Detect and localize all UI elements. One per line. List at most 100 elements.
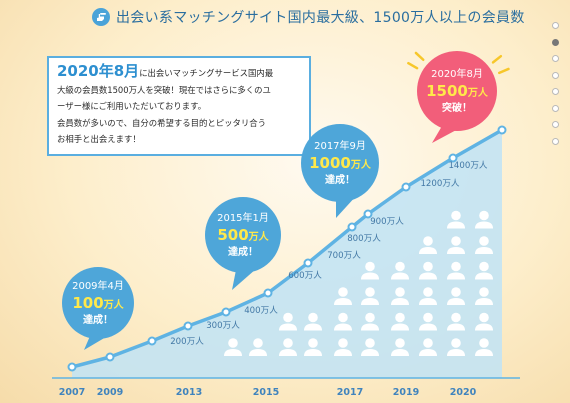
growth-area — [72, 130, 502, 378]
person-icon — [304, 349, 322, 356]
callout-bubble — [417, 51, 497, 131]
person-icon — [423, 287, 433, 297]
callout-number: 500 — [217, 226, 248, 244]
person-icon — [447, 247, 465, 254]
person-icon — [279, 323, 297, 331]
person-icon — [479, 287, 489, 297]
x-tick-label: 2017 — [337, 387, 363, 398]
callout-date: 2017年9月 — [314, 139, 366, 152]
person-icon — [451, 236, 461, 246]
person-icon — [365, 287, 375, 297]
callout-tail — [232, 269, 256, 290]
pager-dot[interactable] — [552, 22, 559, 29]
pager-dot[interactable] — [552, 121, 559, 128]
pointing-hand-icon — [92, 8, 110, 26]
slide-pagination[interactable] — [552, 22, 562, 154]
callout-value: 1500万人 — [426, 82, 489, 100]
data-point — [147, 336, 157, 346]
person-icon — [338, 287, 348, 297]
person-icon — [361, 323, 379, 331]
intro-line: お相手と出会えます！ — [57, 134, 141, 144]
sparkle-ray — [498, 67, 510, 75]
value-label: 400万人 — [244, 305, 278, 316]
person-icon — [451, 287, 461, 297]
intro-line: 2020年8月に出会いマッチングサービス国内最 — [57, 62, 274, 80]
x-tick-label: 2007 — [59, 387, 85, 398]
callout-number: 1000 — [309, 154, 351, 172]
callout-value: 500万人 — [217, 226, 269, 244]
person-icon — [228, 338, 238, 348]
callout-date: 2020年8月 — [431, 67, 483, 80]
person-icon — [308, 338, 318, 348]
person-icon — [365, 261, 375, 272]
callout-status: 達成！ — [83, 313, 113, 326]
pager-dot[interactable] — [552, 88, 559, 95]
pager-dot[interactable] — [552, 137, 559, 145]
callout-status: 突破！ — [442, 101, 472, 114]
pager-dot[interactable] — [552, 71, 559, 79]
callout-value: 1000万人 — [309, 154, 372, 172]
intro-line: 会員数が多いので、自分の希望する目的とピッタリ合う — [57, 117, 267, 128]
callout-unit: 万人 — [467, 86, 489, 99]
callout-value: 100万人 — [72, 294, 124, 312]
person-icon — [419, 323, 437, 331]
person-icon — [451, 312, 461, 323]
data-point — [347, 222, 357, 232]
person-icon — [423, 261, 433, 272]
pager-dot[interactable] — [552, 104, 559, 112]
intro-line: 大級の会員数1500万人を突破！現在ではさらに多くのユ — [57, 84, 271, 95]
x-tick-label: 2020 — [450, 387, 477, 398]
data-point — [303, 258, 313, 268]
x-tick-label: 2015 — [253, 387, 279, 398]
person-icon — [334, 298, 352, 305]
header: 出会い系マッチングサイト国内最大級、1500万人以上の会員数 — [92, 6, 525, 28]
sparkle-ray — [414, 51, 425, 61]
intro-line: ーザー様にご利用いただいております。 — [57, 101, 207, 111]
person-icon — [395, 312, 405, 323]
person-icon — [451, 210, 461, 221]
person-icon — [475, 221, 493, 229]
person-icon — [451, 261, 461, 272]
person-icon — [391, 323, 409, 331]
person-icon — [283, 338, 293, 348]
person-icon — [224, 349, 242, 356]
value-label: 700万人 — [327, 250, 361, 261]
person-icon — [395, 261, 405, 272]
callout-date: 2009年4月 — [72, 279, 124, 292]
data-point — [183, 321, 193, 331]
person-icon — [419, 349, 437, 356]
person-icon — [475, 272, 493, 280]
person-icon — [475, 247, 493, 254]
person-icon — [479, 338, 489, 348]
person-icon — [395, 338, 405, 348]
person-icon — [361, 298, 379, 305]
person-icon — [447, 349, 465, 356]
person-icon — [365, 338, 375, 348]
person-icon — [423, 236, 433, 246]
person-icon — [423, 312, 433, 323]
person-icon — [479, 312, 489, 323]
person-icon — [308, 312, 318, 323]
data-point — [263, 288, 273, 298]
data-point — [448, 153, 458, 163]
data-point — [221, 307, 231, 317]
person-icon — [479, 236, 489, 246]
person-icon — [338, 312, 348, 323]
pager-dot[interactable] — [552, 38, 559, 46]
pager-dot[interactable] — [552, 55, 559, 62]
person-icon — [361, 349, 379, 356]
data-point — [67, 362, 77, 372]
callout-unit: 万人 — [350, 158, 372, 171]
value-label: 900万人 — [370, 216, 404, 227]
person-icon — [338, 338, 348, 348]
intro-date: 2020年8月 — [57, 62, 140, 80]
value-label: 300万人 — [206, 320, 240, 331]
person-icon — [395, 287, 405, 297]
person-icon — [304, 323, 322, 331]
callout-status: 達成！ — [228, 245, 258, 258]
person-icon — [419, 298, 437, 305]
callout-number: 100 — [72, 294, 103, 312]
x-tick-label: 2009 — [97, 387, 123, 398]
value-label: 800万人 — [347, 233, 381, 244]
